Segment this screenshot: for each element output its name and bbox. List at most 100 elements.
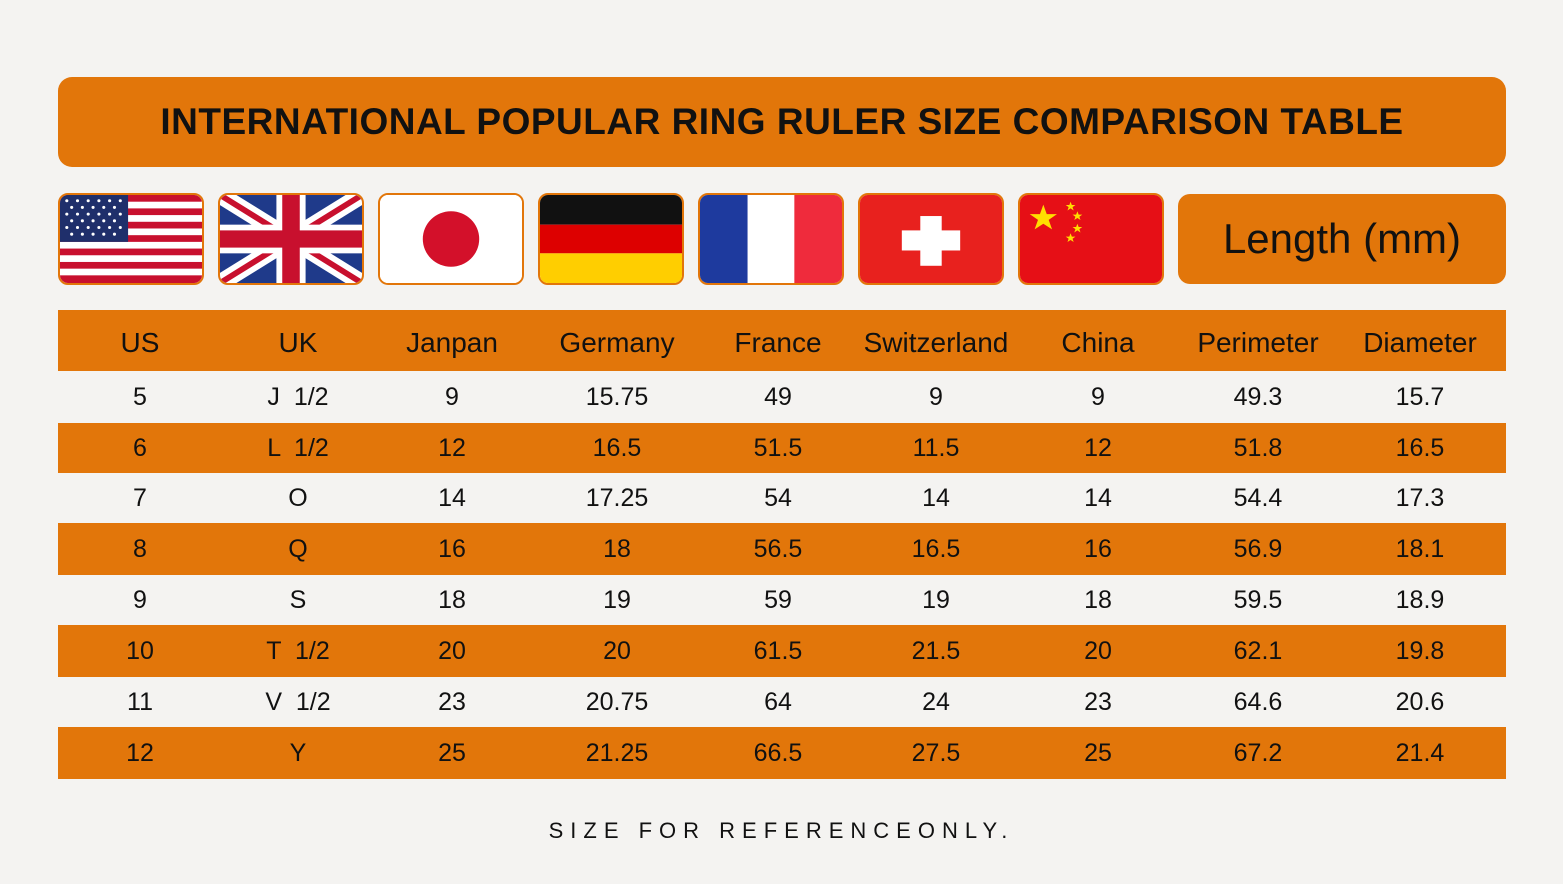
table-cell: 17.3 [1395, 483, 1445, 512]
table-cell: 21.25 [585, 738, 649, 767]
table-cell: 14 [922, 483, 950, 512]
table-cell: 19.8 [1395, 636, 1445, 665]
table-cell: O [288, 483, 308, 512]
table-cell: 64.6 [1233, 687, 1283, 716]
table-cell: 9 [445, 382, 459, 411]
switzerland-flag-icon [858, 193, 1004, 285]
uk-flag-icon [218, 193, 364, 285]
table-cell: 20 [603, 636, 631, 665]
table-row: 8 Q 16 18 56.5 16.5 16 56.9 18.1 [58, 523, 1506, 575]
table-cell: 11.5 [912, 433, 960, 462]
table-cell: 64 [764, 687, 792, 716]
table-cell: V 1/2 [265, 687, 331, 716]
usa-flag-icon [58, 193, 204, 285]
column-header: Diameter [1363, 326, 1477, 358]
table-cell: 56.5 [753, 534, 803, 563]
table-cell: 18 [603, 534, 631, 563]
column-header: Germany [559, 326, 675, 358]
table-row: 12 Y 25 21.25 66.5 27.5 25 67.2 21.4 [58, 727, 1506, 779]
china-flag-icon [1018, 193, 1164, 285]
table-cell: 61.5 [753, 636, 803, 665]
table-cell: 18 [438, 585, 466, 614]
table-cell: 16.5 [592, 433, 642, 462]
table-cell: T 1/2 [266, 636, 330, 665]
table-cell: Q [288, 534, 308, 563]
table-cell: 49 [764, 382, 792, 411]
table-cell: 21.5 [911, 636, 961, 665]
table-row: 11 V 1/2 23 20.75 64 24 23 64.6 20.6 [58, 677, 1506, 727]
table-cell: 27.5 [911, 738, 961, 767]
table-cell: 10 [126, 636, 154, 665]
column-header: UK [278, 326, 318, 358]
table-cell: 17.25 [585, 483, 649, 512]
table-row: 6 L 1/2 12 16.5 51.5 11.5 12 51.8 16.5 [58, 423, 1506, 473]
table-cell: 56.9 [1233, 534, 1283, 563]
table-cell: 67.2 [1233, 738, 1283, 767]
table-cell: 15.7 [1395, 382, 1445, 411]
france-flag-icon [698, 193, 844, 285]
table-cell: 66.5 [753, 738, 803, 767]
germany-flag-icon [538, 193, 684, 285]
table-cell: 20 [1084, 636, 1112, 665]
table-row: 5 J 1/2 9 15.75 49 9 9 49.3 15.7 [58, 371, 1506, 423]
table-cell: 9 [133, 585, 147, 614]
table-cell: L 1/2 [267, 433, 329, 462]
table-cell: 16 [438, 534, 466, 563]
table-cell: 18.9 [1395, 585, 1445, 614]
table-cell: 20.6 [1395, 687, 1445, 716]
table-cell: 12 [1084, 433, 1112, 462]
table-cell: 14 [438, 483, 466, 512]
table-cell: 49.3 [1233, 382, 1283, 411]
table-cell: 18 [1084, 585, 1112, 614]
table-cell: 54.4 [1233, 483, 1283, 512]
table-cell: 20 [438, 636, 466, 665]
table-cell: 15.75 [585, 382, 649, 411]
table-cell: 54 [764, 483, 792, 512]
table-cell: 16.5 [911, 534, 961, 563]
table-cell: 59 [764, 585, 792, 614]
table-cell: 23 [1084, 687, 1112, 716]
table-row: 10 T 1/2 20 20 61.5 21.5 20 62.1 19.8 [58, 625, 1506, 677]
table-cell: 59.5 [1233, 585, 1283, 614]
table-cell: 20.75 [585, 687, 649, 716]
table-cell: 11 [127, 687, 153, 716]
table-cell: 19 [922, 585, 950, 614]
table-cell: J 1/2 [267, 382, 329, 411]
table-cell: 12 [126, 738, 154, 767]
table-cell: 12 [438, 433, 466, 462]
table-row: 7 O 14 17.25 54 14 14 54.4 17.3 [58, 473, 1506, 523]
column-header: Perimeter [1197, 326, 1319, 358]
table-cell: 5 [133, 382, 147, 411]
table-cell: 7 [133, 483, 147, 512]
title-banner: INTERNATIONAL POPULAR RING RULER SIZE CO… [58, 77, 1506, 167]
table-cell: 18.1 [1395, 534, 1445, 563]
column-header: China [1061, 326, 1135, 358]
column-header: France [734, 326, 822, 358]
table-cell: 16.5 [1395, 433, 1445, 462]
table-cell: 16 [1084, 534, 1112, 563]
reference-note: SIZE FOR REFERENCEONLY. [548, 818, 1015, 843]
table-cell: 6 [133, 433, 147, 462]
table-row: 9 S 18 19 59 19 18 59.5 18.9 [58, 575, 1506, 625]
length-label: Length (mm) [1222, 215, 1462, 262]
table-cell: 25 [1084, 738, 1112, 767]
table-cell: 24 [922, 687, 950, 716]
table-cell: 23 [438, 687, 466, 716]
table-cell: 19 [603, 585, 631, 614]
japan-flag-icon [378, 193, 524, 285]
column-header: Janpan [406, 326, 498, 358]
table-cell: 25 [438, 738, 466, 767]
page-title: INTERNATIONAL POPULAR RING RULER SIZE CO… [160, 101, 1404, 142]
table-cell: 51.5 [753, 433, 803, 462]
table-cell: 9 [1091, 382, 1105, 411]
column-header: Switzerland [863, 326, 1009, 358]
table-cell: 62.1 [1233, 636, 1283, 665]
table-cell: 51.8 [1233, 433, 1283, 462]
table-cell: 9 [929, 382, 943, 411]
length-label-box: Length (mm) [1178, 194, 1506, 284]
table-cell: S [289, 585, 307, 614]
table-cell: 14 [1084, 483, 1112, 512]
table-cell: Y [289, 738, 307, 767]
column-header: US [120, 326, 160, 358]
table-cell: 8 [133, 534, 147, 563]
